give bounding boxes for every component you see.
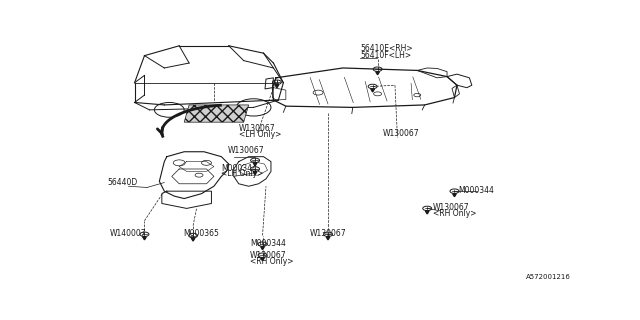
Text: <RH Only>: <RH Only> xyxy=(250,257,294,266)
Polygon shape xyxy=(452,194,456,197)
Text: M000344: M000344 xyxy=(250,239,286,248)
Text: <LH Only>: <LH Only> xyxy=(221,169,264,178)
Polygon shape xyxy=(275,85,278,88)
Polygon shape xyxy=(371,89,374,92)
Polygon shape xyxy=(260,258,264,261)
Polygon shape xyxy=(191,238,195,241)
Polygon shape xyxy=(426,211,429,214)
Text: W130067: W130067 xyxy=(250,251,287,260)
Text: M000344: M000344 xyxy=(221,164,257,173)
Polygon shape xyxy=(376,72,380,75)
Text: 56410E<RH>: 56410E<RH> xyxy=(360,44,413,53)
Text: W130067: W130067 xyxy=(433,203,470,212)
Text: <LH Only>: <LH Only> xyxy=(239,130,281,139)
Text: M000365: M000365 xyxy=(183,229,219,238)
Text: <RH Only>: <RH Only> xyxy=(433,209,477,218)
Polygon shape xyxy=(326,237,330,240)
Polygon shape xyxy=(143,237,147,240)
Polygon shape xyxy=(253,163,257,166)
Polygon shape xyxy=(253,172,257,174)
Text: A572001216: A572001216 xyxy=(526,274,571,280)
Text: W130067: W130067 xyxy=(228,146,264,155)
Text: W130067: W130067 xyxy=(310,229,347,238)
Text: W130067: W130067 xyxy=(383,129,419,138)
Text: 56440D: 56440D xyxy=(108,178,138,187)
Text: W140007: W140007 xyxy=(110,229,147,238)
Text: 56410F<LH>: 56410F<LH> xyxy=(360,51,412,60)
Polygon shape xyxy=(260,247,264,250)
Polygon shape xyxy=(184,105,249,122)
Text: W130067: W130067 xyxy=(239,124,275,133)
Text: M000344: M000344 xyxy=(458,186,494,195)
